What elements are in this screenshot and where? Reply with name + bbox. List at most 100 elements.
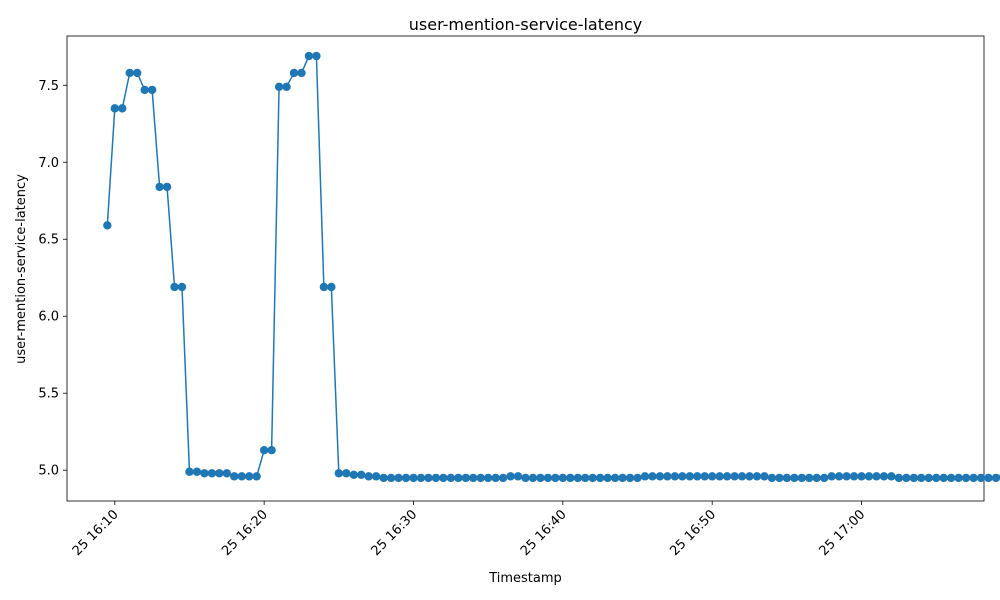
data-point bbox=[289, 68, 299, 78]
y-tick-label: 6.0 bbox=[38, 310, 59, 325]
data-point bbox=[536, 473, 545, 483]
data-point bbox=[573, 473, 582, 483]
data-point bbox=[394, 473, 403, 483]
data-point bbox=[939, 473, 948, 483]
data-point bbox=[342, 469, 351, 478]
data-point bbox=[103, 221, 112, 230]
y-tick-label: 5.0 bbox=[38, 464, 59, 479]
data-point bbox=[752, 472, 762, 481]
data-point bbox=[745, 472, 754, 481]
data-point bbox=[491, 473, 500, 483]
data-point bbox=[162, 182, 172, 192]
data-point bbox=[864, 472, 874, 481]
data-point bbox=[551, 473, 560, 483]
data-point bbox=[842, 472, 851, 481]
data-point bbox=[625, 473, 635, 483]
data-point bbox=[304, 51, 314, 61]
data-point bbox=[827, 472, 836, 481]
data-point bbox=[327, 282, 336, 292]
data-point bbox=[469, 473, 478, 483]
data-point bbox=[371, 472, 381, 481]
data-point bbox=[894, 473, 904, 483]
data-point bbox=[834, 472, 844, 481]
data-point bbox=[140, 85, 149, 95]
data-point bbox=[849, 472, 859, 481]
data-point bbox=[506, 472, 515, 481]
data-point bbox=[700, 472, 709, 481]
y-axis-label: user-mention-service-latency bbox=[14, 174, 29, 364]
data-point bbox=[215, 469, 224, 478]
data-point bbox=[424, 473, 433, 483]
data-point bbox=[312, 51, 321, 61]
series-layer bbox=[103, 51, 1000, 483]
data-point bbox=[364, 472, 373, 481]
data-point bbox=[707, 472, 717, 481]
y-tick-label: 6.5 bbox=[38, 233, 59, 248]
data-point bbox=[633, 473, 642, 483]
plot-area bbox=[66, 35, 985, 502]
data-point bbox=[909, 473, 919, 483]
data-point bbox=[319, 282, 329, 292]
data-point bbox=[125, 68, 134, 78]
data-point bbox=[521, 473, 530, 483]
y-axis: 5.0 5.5 6.0 6.5 7.0 7.5 bbox=[38, 79, 67, 479]
data-point bbox=[588, 473, 597, 483]
data-point bbox=[715, 472, 724, 481]
data-point bbox=[961, 473, 971, 483]
data-point bbox=[640, 472, 650, 481]
data-point bbox=[334, 469, 344, 478]
data-point bbox=[282, 82, 291, 92]
data-point bbox=[237, 472, 246, 481]
data-point bbox=[416, 473, 426, 483]
data-point bbox=[274, 82, 284, 92]
data-point bbox=[230, 472, 239, 481]
data-point bbox=[887, 472, 896, 481]
data-point bbox=[513, 472, 523, 481]
data-point bbox=[655, 472, 665, 481]
data-point bbox=[349, 470, 358, 480]
data-point bbox=[805, 473, 814, 483]
data-point bbox=[192, 467, 202, 476]
data-point bbox=[386, 473, 396, 483]
data-point bbox=[685, 472, 694, 481]
data-point bbox=[730, 472, 739, 481]
data-point bbox=[528, 473, 538, 483]
data-point bbox=[439, 473, 448, 483]
data-point bbox=[722, 472, 732, 481]
data-point bbox=[648, 472, 657, 481]
data-point bbox=[812, 473, 821, 483]
y-tick-label: 7.5 bbox=[38, 79, 59, 94]
data-point bbox=[797, 473, 806, 483]
data-point bbox=[177, 282, 187, 292]
data-point bbox=[357, 470, 366, 480]
data-point bbox=[446, 473, 456, 483]
plot-frame bbox=[66, 35, 985, 502]
data-point bbox=[969, 473, 978, 483]
data-point bbox=[147, 85, 157, 95]
data-point bbox=[252, 472, 261, 481]
data-point bbox=[737, 472, 747, 481]
data-point bbox=[155, 182, 164, 192]
data-point bbox=[259, 445, 269, 455]
data-point bbox=[558, 473, 568, 483]
data-point bbox=[782, 473, 792, 483]
data-point bbox=[902, 473, 911, 483]
data-point bbox=[976, 473, 986, 483]
data-point bbox=[610, 473, 620, 483]
data-point bbox=[595, 473, 605, 483]
data-point bbox=[775, 473, 784, 483]
data-point bbox=[932, 473, 941, 483]
data-point bbox=[946, 473, 956, 483]
data-point bbox=[401, 473, 411, 483]
data-point bbox=[476, 473, 485, 483]
data-point bbox=[185, 467, 194, 476]
data-point bbox=[767, 473, 777, 483]
data-point bbox=[207, 469, 217, 478]
data-point bbox=[409, 473, 418, 483]
data-point bbox=[454, 473, 463, 483]
data-point bbox=[954, 473, 963, 483]
data-point bbox=[118, 104, 127, 113]
y-tick-label: 5.5 bbox=[38, 387, 59, 402]
